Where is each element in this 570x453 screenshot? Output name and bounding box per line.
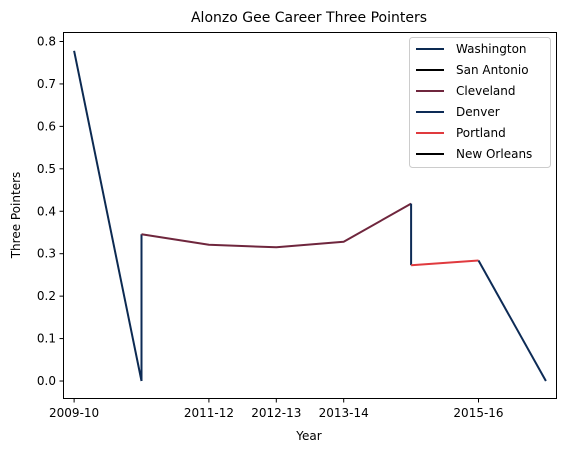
- series-line-cleveland-3: [141, 202, 412, 249]
- legend-label: New Orleans: [456, 147, 532, 161]
- y-tick-label: 0.3: [37, 247, 56, 261]
- legend-box: [409, 37, 551, 168]
- chart-title: Alonzo Gee Career Three Pointers: [191, 10, 427, 26]
- x-tick-label: 2015-16: [453, 406, 503, 420]
- y-tick-label: 0.8: [37, 34, 56, 48]
- series-line-washington-0: [73, 50, 143, 382]
- x-axis: 2009-10 2011-12 2012-13 2013-14 2015-16: [49, 398, 504, 420]
- legend-label: Portland: [456, 126, 506, 140]
- y-tick-label: 0.2: [37, 289, 56, 303]
- y-tick-label: 0.1: [37, 332, 56, 346]
- y-tick-label: 0.4: [37, 204, 56, 218]
- x-tick-label: 2013-14: [319, 406, 369, 420]
- legend-label: San Antonio: [456, 63, 529, 77]
- y-tick-label: 0.6: [37, 119, 56, 133]
- legend: Washington San Antonio Cleveland Denver Port…: [409, 37, 551, 168]
- legend-label: Denver: [456, 105, 500, 119]
- legend-label: Cleveland: [456, 84, 516, 98]
- series-line-portland-5: [411, 259, 479, 267]
- y-tick-label: 0.5: [37, 162, 56, 176]
- x-tick-label: 2012-13: [251, 406, 301, 420]
- x-tick-label: 2011-12: [184, 406, 234, 420]
- y-axis-title: Three Pointers: [9, 172, 23, 260]
- y-axis: 0.0 0.1 0.2 0.3 0.4 0.5 0.6 0.7 0.8: [37, 34, 64, 388]
- x-axis-title: Year: [295, 429, 321, 443]
- y-tick-label: 0.0: [37, 374, 56, 388]
- x-tick-label: 2009-10: [49, 406, 99, 420]
- y-tick-label: 0.7: [37, 77, 56, 91]
- plot-frame: [63, 32, 557, 399]
- series-line-denver-6: [477, 260, 547, 382]
- plot-lines: [73, 50, 547, 382]
- legend-label: Washington: [456, 42, 527, 56]
